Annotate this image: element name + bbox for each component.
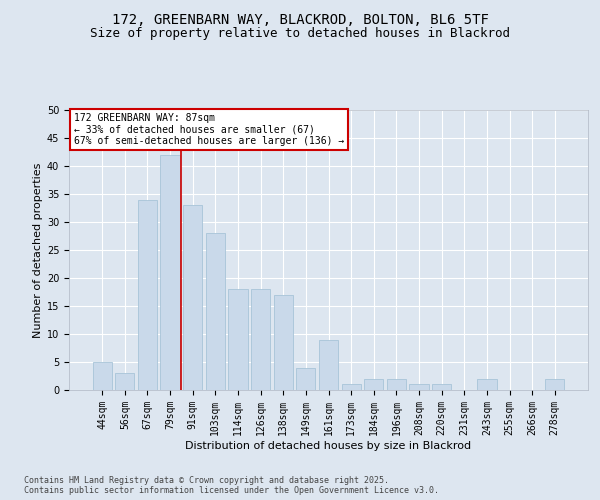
Bar <box>409 384 428 390</box>
Text: Contains HM Land Registry data © Crown copyright and database right 2025.
Contai: Contains HM Land Registry data © Crown c… <box>24 476 439 495</box>
Text: Size of property relative to detached houses in Blackrod: Size of property relative to detached ho… <box>90 28 510 40</box>
X-axis label: Distribution of detached houses by size in Blackrod: Distribution of detached houses by size … <box>185 440 472 450</box>
Bar <box>477 379 497 390</box>
Bar <box>160 155 180 390</box>
Bar <box>92 362 112 390</box>
Bar <box>319 340 338 390</box>
Bar <box>341 384 361 390</box>
Bar <box>229 289 248 390</box>
Bar <box>364 379 383 390</box>
Bar <box>296 368 316 390</box>
Text: 172, GREENBARN WAY, BLACKROD, BOLTON, BL6 5TF: 172, GREENBARN WAY, BLACKROD, BOLTON, BL… <box>112 12 488 26</box>
Bar <box>115 373 134 390</box>
Bar <box>274 295 293 390</box>
Bar <box>206 233 225 390</box>
Y-axis label: Number of detached properties: Number of detached properties <box>32 162 43 338</box>
Bar <box>432 384 451 390</box>
Bar <box>545 379 565 390</box>
Bar <box>183 205 202 390</box>
Bar <box>138 200 157 390</box>
Bar <box>251 289 270 390</box>
Text: 172 GREENBARN WAY: 87sqm
← 33% of detached houses are smaller (67)
67% of semi-d: 172 GREENBARN WAY: 87sqm ← 33% of detach… <box>74 113 344 146</box>
Bar <box>387 379 406 390</box>
